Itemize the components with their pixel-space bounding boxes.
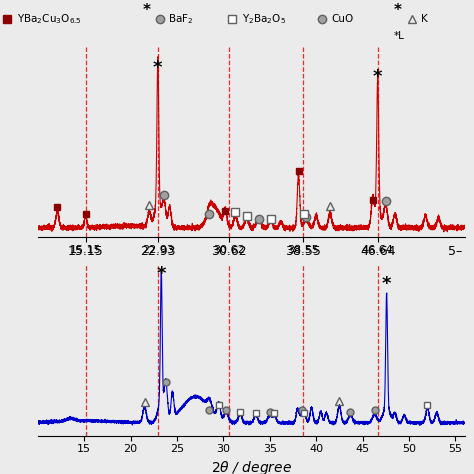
Text: *L: *L [393, 31, 404, 41]
Text: 15.15: 15.15 [68, 245, 103, 258]
Text: BaF$_2$: BaF$_2$ [168, 12, 194, 26]
Text: CuO: CuO [332, 14, 354, 24]
Text: Y$_2$Ba$_2$O$_5$: Y$_2$Ba$_2$O$_5$ [242, 12, 286, 26]
Text: *: * [393, 3, 401, 18]
Text: 22.93: 22.93 [140, 245, 175, 258]
Text: *: * [382, 275, 392, 293]
Text: *: * [153, 59, 163, 77]
Text: YBa$_2$Cu$_3$O$_{6.5}$: YBa$_2$Cu$_3$O$_{6.5}$ [17, 12, 82, 26]
Text: *: * [156, 265, 166, 283]
X-axis label: $2\theta$ / degree: $2\theta$ / degree [210, 459, 292, 474]
Text: *: * [373, 68, 383, 86]
Text: *: * [142, 3, 150, 18]
Text: 46.64: 46.64 [360, 245, 395, 258]
Text: 5–: 5– [448, 245, 462, 258]
Text: 38.55: 38.55 [285, 245, 320, 258]
Text: K: K [421, 14, 428, 24]
Text: 30.62: 30.62 [211, 245, 247, 258]
